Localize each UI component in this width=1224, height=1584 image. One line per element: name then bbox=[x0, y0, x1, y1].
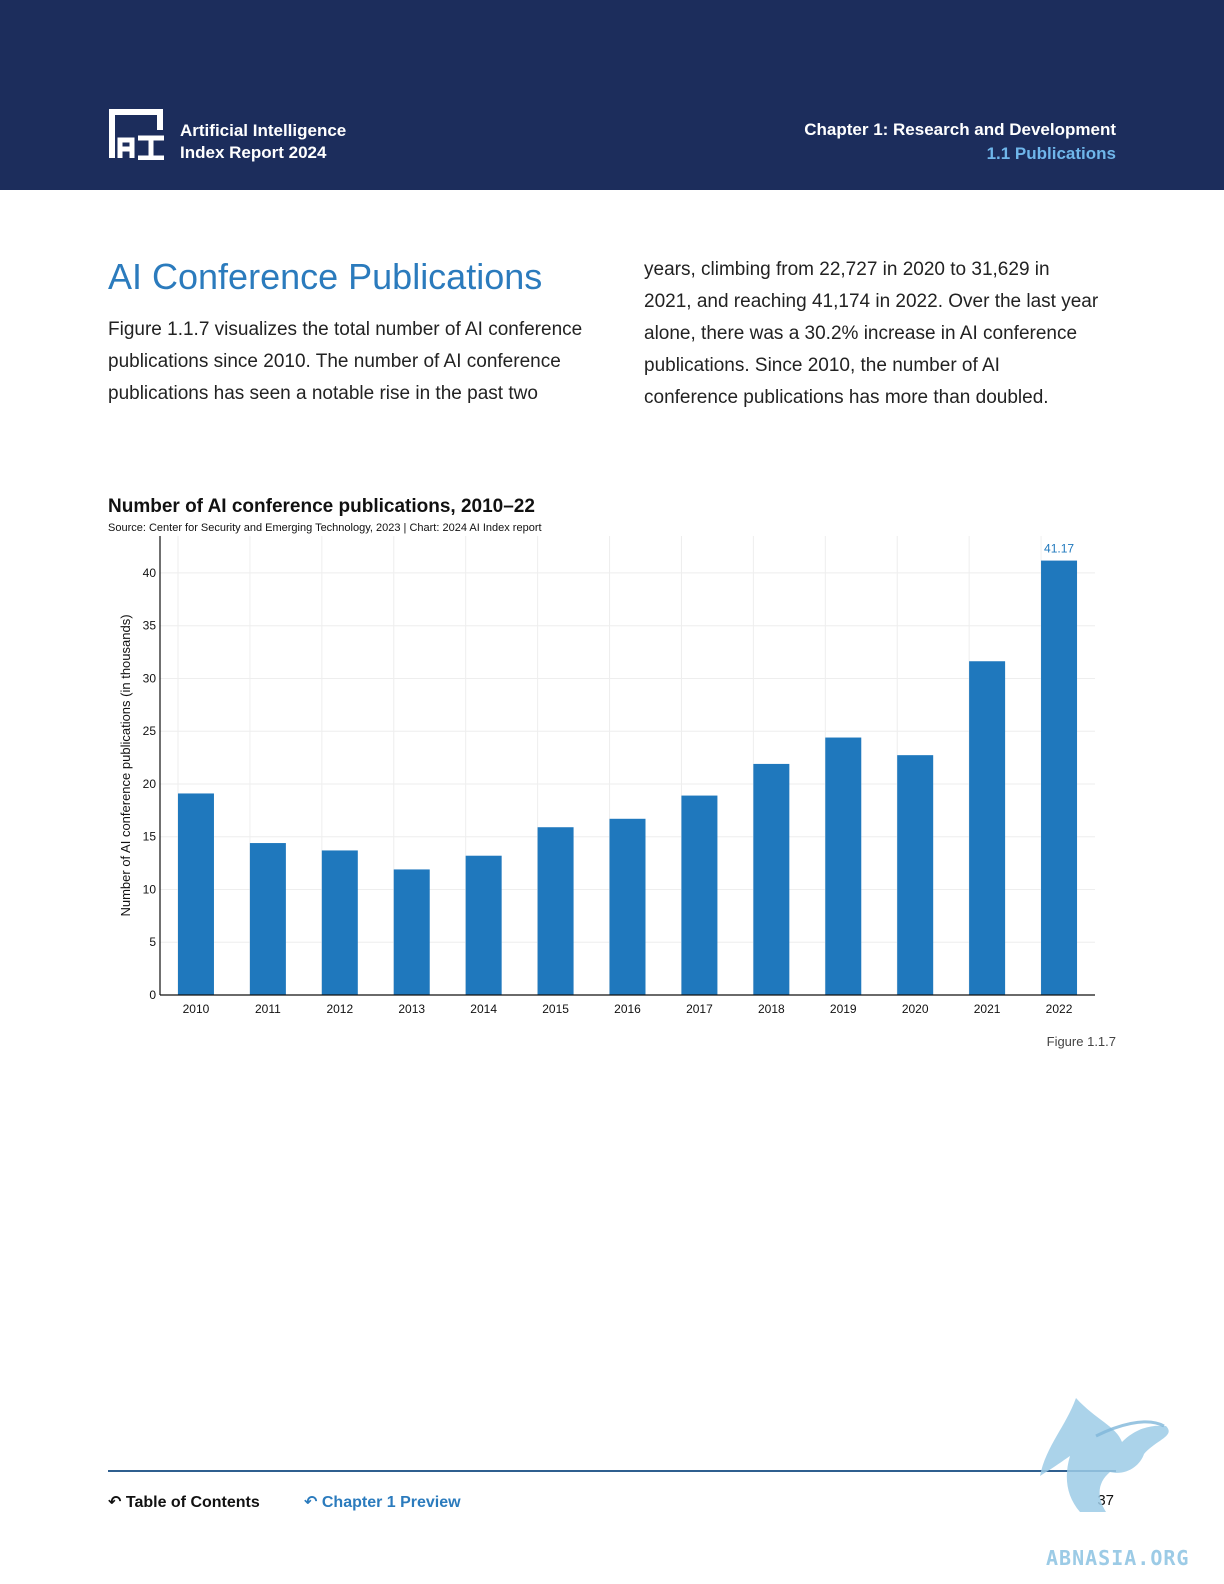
chapter-preview-label: Chapter 1 Preview bbox=[321, 1494, 461, 1511]
y-tick-label: 40 bbox=[143, 566, 157, 580]
body-line: conference publications has more than do… bbox=[644, 387, 1049, 408]
x-tick-label: 2012 bbox=[326, 1002, 353, 1016]
bar bbox=[897, 755, 934, 995]
x-tick-label: 2022 bbox=[1046, 1002, 1073, 1016]
body-line: publications has seen a notable rise in … bbox=[108, 383, 538, 404]
x-tick-label: 2014 bbox=[470, 1002, 497, 1016]
toc-label: Table of Contents bbox=[125, 1494, 260, 1511]
chart-source: Source: Center for Security and Emerging… bbox=[108, 522, 542, 534]
bar bbox=[969, 661, 1006, 995]
bar bbox=[321, 850, 358, 995]
ai-index-logo bbox=[109, 109, 164, 160]
page-title: AI Conference Publications bbox=[108, 256, 543, 297]
x-tick-label: 2019 bbox=[830, 1002, 857, 1016]
bar bbox=[825, 737, 862, 995]
section-title[interactable]: 1.1 Publications bbox=[986, 144, 1116, 163]
figure-label: Figure 1.1.7 bbox=[1046, 1034, 1116, 1049]
bar bbox=[681, 795, 718, 995]
body-line: publications. Since 2010, the number of … bbox=[644, 355, 1000, 376]
bar bbox=[177, 793, 214, 995]
chart-title: Number of AI conference publications, 20… bbox=[108, 496, 535, 517]
y-tick-label: 20 bbox=[143, 777, 157, 791]
x-tick-label: 2016 bbox=[614, 1002, 641, 1016]
bar bbox=[465, 855, 502, 995]
x-tick-label: 2020 bbox=[902, 1002, 929, 1016]
chapter-preview-link[interactable]: ↶ Chapter 1 Preview bbox=[304, 1492, 461, 1512]
y-tick-label: 10 bbox=[143, 882, 157, 896]
y-tick-label: 35 bbox=[143, 619, 157, 633]
footer-divider bbox=[108, 1470, 1116, 1472]
body-text-left: Figure 1.1.7 visualizes the total number… bbox=[108, 314, 598, 410]
x-tick-label: 2011 bbox=[255, 1002, 281, 1016]
bar bbox=[537, 827, 574, 995]
y-tick-label: 5 bbox=[149, 935, 156, 949]
report-brand: Artificial Intelligence Index Report 202… bbox=[180, 120, 346, 164]
bar bbox=[393, 869, 430, 995]
brand-line-2: Index Report 2024 bbox=[180, 143, 327, 162]
body-line: Figure 1.1.7 visualizes the total number… bbox=[108, 319, 583, 340]
body-line: years, climbing from 22,727 in 2020 to 3… bbox=[644, 259, 1050, 280]
x-tick-label: 2017 bbox=[686, 1002, 713, 1016]
y-tick-label: 15 bbox=[143, 830, 157, 844]
y-axis-label: Number of AI conference publications (in… bbox=[118, 614, 133, 916]
y-tick-label: 25 bbox=[143, 724, 157, 738]
x-tick-label: 2010 bbox=[183, 1002, 210, 1016]
body-line: publications since 2010. The number of A… bbox=[108, 351, 561, 372]
watermark-text: ABNASIA.ORG bbox=[1046, 1546, 1190, 1570]
bar bbox=[609, 818, 646, 995]
y-tick-label: 30 bbox=[143, 671, 157, 685]
brand-line-1: Artificial Intelligence bbox=[180, 121, 347, 140]
bar bbox=[249, 843, 286, 995]
x-tick-label: 2013 bbox=[398, 1002, 425, 1016]
bar bbox=[753, 763, 790, 995]
data-label: 41.17 bbox=[1044, 542, 1074, 556]
table-of-contents-link[interactable]: ↶ Table of Contents bbox=[108, 1492, 260, 1512]
chapter-title[interactable]: Chapter 1: Research and Development bbox=[804, 120, 1116, 139]
x-tick-label: 2018 bbox=[758, 1002, 785, 1016]
body-text-right: years, climbing from 22,727 in 2020 to 3… bbox=[644, 254, 1134, 414]
body-line: alone, there was a 30.2% increase in AI … bbox=[644, 323, 1078, 344]
x-tick-label: 2015 bbox=[542, 1002, 569, 1016]
return-arrow-icon: ↶ bbox=[304, 1494, 318, 1511]
bar-chart: 0 5 10 15 20 25 30 35 40 2010 2011 2012 2013 2014 2015… bbox=[118, 536, 1095, 1016]
return-arrow-icon: ↶ bbox=[108, 1494, 122, 1511]
griffin-watermark-icon bbox=[1040, 1398, 1169, 1512]
bar bbox=[1041, 560, 1078, 995]
page-header: Artificial Intelligence Index Report 202… bbox=[0, 0, 1224, 190]
chapter-breadcrumb: Chapter 1: Research and Development 1.1 … bbox=[804, 118, 1116, 166]
body-line: 2021, and reaching 41,174 in 2022. Over … bbox=[644, 291, 1099, 312]
y-tick-label: 0 bbox=[149, 988, 156, 1002]
x-tick-label: 2021 bbox=[974, 1002, 1001, 1016]
